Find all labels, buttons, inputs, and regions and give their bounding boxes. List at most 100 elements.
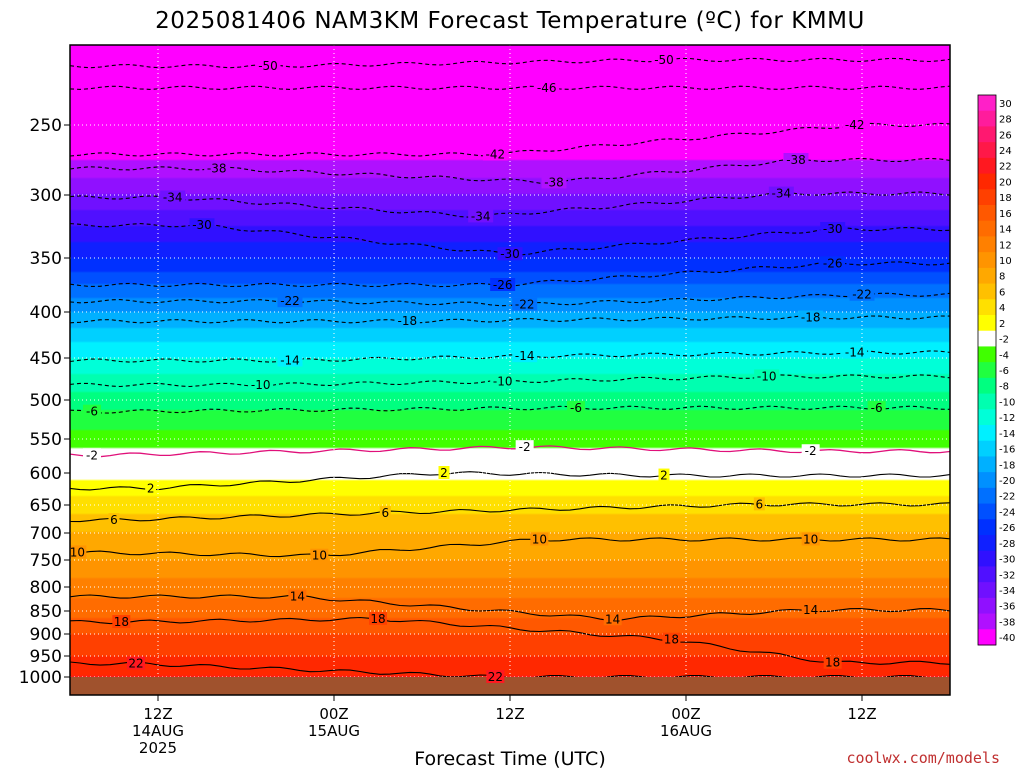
- contour-label: 18: [370, 612, 385, 626]
- contour-label: -18: [801, 311, 821, 325]
- colorbar-swatch: [978, 566, 996, 583]
- contour-line: [70, 350, 950, 363]
- contour-label: -34: [163, 191, 183, 205]
- contour-label-bg: [379, 505, 391, 519]
- contour-label: -6: [871, 401, 883, 415]
- colorbar-swatch: [978, 252, 996, 269]
- contour-label-bg: [83, 448, 101, 462]
- colorbar-swatch: [978, 346, 996, 363]
- colorbar-swatch: [978, 173, 996, 190]
- colorbar-label: 2: [999, 319, 1005, 330]
- contour-label-bg: [662, 632, 681, 646]
- contour-label-bg: [798, 310, 824, 324]
- colorbar-swatch: [978, 315, 996, 332]
- colorbar-swatch: [978, 362, 996, 379]
- y-tick-label: 250: [30, 116, 62, 136]
- contour-label: -14: [280, 354, 300, 368]
- colorbar: 30 28 26 24 22 20 18 16 14 12 10 8 6 4 2 -2 -4 -6 -8 -10 -12…: [977, 94, 1015, 646]
- contour-label: 22: [488, 670, 503, 684]
- contour-line: [70, 405, 950, 414]
- contour-label: 2: [440, 466, 448, 480]
- colorbar-label: 4: [999, 303, 1005, 314]
- contour-label: -26: [823, 256, 843, 270]
- y-tick-label: 700: [30, 524, 62, 544]
- contour-label-bg: [651, 52, 677, 66]
- colorbar-swatch: [978, 440, 996, 457]
- contour-label-bg: [754, 369, 780, 383]
- plot-area: -50 -50 -46 -42 -42 -38 -38 -38 -34 -34 -34 -30 -30 -…: [70, 45, 950, 695]
- contour-label-bg: [820, 222, 846, 236]
- contour-line: [70, 85, 950, 90]
- contour-line: [70, 122, 950, 157]
- contour-label: 22: [128, 657, 143, 671]
- contour-label: -2: [519, 440, 531, 454]
- colorbar-swatch: [978, 283, 996, 300]
- colorbar-label: -16: [999, 445, 1015, 456]
- colorbar-swatch: [978, 597, 996, 615]
- contour-label-bg: [497, 247, 523, 261]
- contour-label: -38: [786, 153, 806, 167]
- contour-label: 10: [803, 532, 818, 546]
- contour-label: -26: [493, 278, 513, 292]
- colorbar-label: -18: [999, 460, 1015, 471]
- contour-label-bg: [567, 400, 585, 414]
- contour-label-bg: [753, 497, 765, 511]
- y-tick-label: 600: [30, 464, 62, 484]
- contour-label: -50: [258, 59, 278, 73]
- contour-label-bg: [867, 400, 886, 414]
- colorbar-swatch: [978, 629, 996, 646]
- contour-label: -22: [852, 288, 872, 302]
- y-tick-label: 450: [30, 349, 62, 369]
- contour-label-bg: [490, 374, 516, 388]
- grid-lines: [70, 45, 950, 695]
- y-axis: 250 300 350 400 450 500 550 600 650 700 750 800 850 9…: [19, 116, 70, 688]
- contour-label-bg: [189, 218, 215, 232]
- colorbar-label: -32: [999, 570, 1015, 581]
- colorbar-label: 20: [999, 177, 1012, 188]
- contour-label-bg: [512, 297, 538, 311]
- ground-band: [70, 677, 950, 695]
- contour-label: -10: [251, 378, 271, 392]
- contour-label: 18: [114, 615, 129, 629]
- contour-label-bg: [823, 655, 842, 669]
- contour-label-bg: [310, 548, 329, 562]
- y-tick-label: 850: [30, 602, 62, 622]
- contour-label-bg: [277, 294, 303, 308]
- contour-label-bg: [248, 377, 274, 391]
- contour-label-bg: [277, 353, 303, 367]
- colorbar-label: 28: [999, 115, 1012, 126]
- x-tick-label: 12Z: [495, 705, 524, 723]
- contour-labels: -50 -50 -46 -42 -42 -38 -38 -38 -34 -34 -34 -30 -30 -…: [70, 52, 886, 684]
- colorbar-label: -34: [999, 586, 1015, 597]
- colorbar-label: -14: [999, 429, 1015, 440]
- contour-label-bg: [482, 147, 508, 161]
- contour-label: -6: [570, 401, 582, 415]
- contour-label: -14: [845, 345, 865, 359]
- colorbar-swatch: [978, 487, 996, 505]
- contour-label: 10: [70, 545, 85, 559]
- contour-label-bg: [801, 532, 820, 546]
- contour-label-bg: [255, 59, 281, 73]
- colorbar-swatch: [978, 503, 996, 520]
- contour-label: -6: [86, 405, 98, 419]
- contour-label-bg: [204, 161, 230, 175]
- colorbar-label: 6: [999, 287, 1005, 298]
- chart-title: 2025081406 NAM3KM Forecast Temperature (…: [155, 8, 865, 34]
- y-tick-label: 950: [30, 647, 62, 667]
- contour-label-bg: [394, 314, 420, 328]
- contour-label: 2: [660, 469, 668, 483]
- colorbar-label: -38: [999, 617, 1015, 628]
- colorbar-swatch: [978, 550, 996, 567]
- contour-label: 14: [290, 590, 305, 604]
- contour-label-bg: [534, 80, 560, 94]
- y-tick-label: 500: [30, 391, 62, 411]
- contour-label: -30: [500, 247, 520, 261]
- contour-label: -22: [515, 297, 535, 311]
- y-tick-label: 650: [30, 496, 62, 516]
- contour-label-bg: [801, 603, 820, 617]
- colorbar-label: 30: [999, 99, 1012, 110]
- contour-label: -38: [544, 175, 564, 189]
- colorbar-swatch: [978, 330, 996, 347]
- contour-label: -30: [192, 218, 212, 232]
- contour-line: [70, 471, 950, 491]
